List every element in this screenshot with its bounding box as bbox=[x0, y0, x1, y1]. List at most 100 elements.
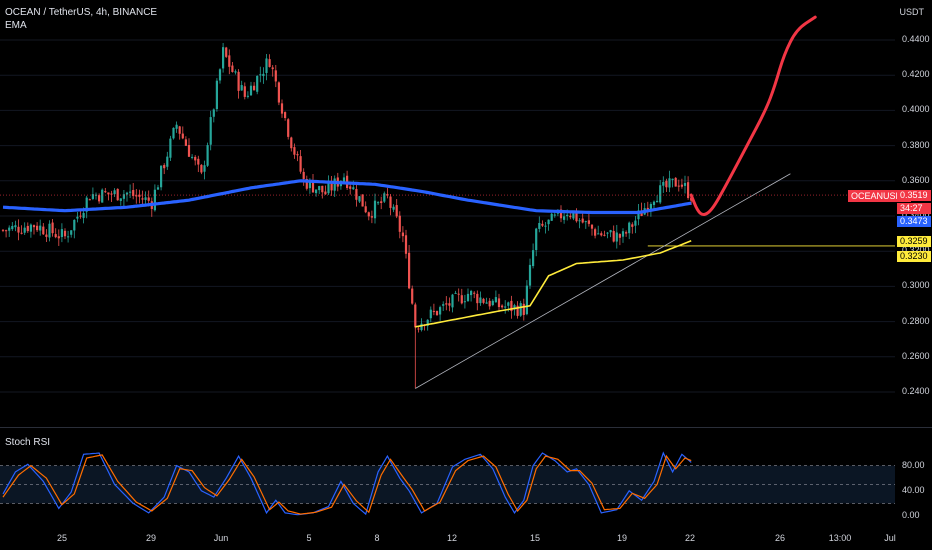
candle-body bbox=[181, 133, 184, 139]
candle-body bbox=[249, 85, 253, 96]
candle-body bbox=[501, 305, 504, 308]
candle-body bbox=[581, 218, 584, 223]
candle-body bbox=[612, 230, 615, 242]
candle-body bbox=[82, 212, 85, 218]
ema-indicator-label[interactable]: EMA bbox=[5, 20, 27, 31]
candle-body bbox=[26, 225, 29, 232]
candle-body bbox=[54, 234, 57, 238]
candle-body bbox=[355, 188, 358, 200]
candle-body bbox=[578, 220, 581, 222]
candle-body bbox=[361, 194, 364, 207]
candle-body bbox=[194, 156, 197, 161]
candle-body bbox=[175, 124, 178, 129]
price-tick-label: 0.2600 bbox=[902, 350, 930, 361]
candle-body bbox=[417, 328, 420, 330]
candle-body bbox=[200, 164, 203, 173]
candle-body bbox=[429, 309, 432, 319]
candle-body bbox=[367, 212, 370, 217]
time-tick-label: 22 bbox=[684, 533, 696, 543]
candle-body bbox=[482, 298, 485, 303]
candle-body bbox=[203, 165, 206, 172]
candle-body bbox=[488, 300, 491, 307]
candle-body bbox=[116, 188, 119, 201]
candles bbox=[1, 42, 693, 389]
time-tick-label: Jun bbox=[213, 533, 229, 543]
candle-body bbox=[690, 197, 693, 201]
candle-body bbox=[507, 302, 510, 306]
candle-body bbox=[79, 215, 82, 217]
candle-body bbox=[625, 232, 628, 234]
candle-body bbox=[420, 323, 423, 331]
candle-body bbox=[129, 191, 132, 193]
candle-body bbox=[160, 165, 163, 188]
candle-body bbox=[85, 197, 88, 212]
stoch-rsi-label[interactable]: Stoch RSI bbox=[5, 437, 51, 448]
candle-body bbox=[63, 230, 67, 237]
candle-body bbox=[135, 195, 138, 197]
candle-body bbox=[342, 177, 346, 183]
candle-body bbox=[528, 264, 532, 286]
candle-body bbox=[234, 71, 237, 73]
candle-body bbox=[401, 232, 404, 237]
candle-body bbox=[268, 59, 271, 67]
candle-body bbox=[42, 226, 45, 235]
candle-body bbox=[491, 300, 494, 306]
symbol-price-tag: OCEANUSDT bbox=[848, 190, 911, 202]
candle-body bbox=[122, 194, 125, 199]
candle-body bbox=[535, 228, 538, 251]
stoch-tick-label: 0.00 bbox=[902, 510, 920, 520]
candle-body bbox=[541, 223, 544, 226]
candle-body bbox=[153, 189, 156, 211]
candle-body bbox=[237, 71, 240, 91]
candle-body bbox=[215, 80, 218, 110]
stoch-k-line bbox=[2, 451, 692, 516]
candle-body bbox=[594, 229, 597, 236]
candle-body bbox=[398, 215, 401, 232]
candle-body bbox=[665, 180, 668, 188]
candle-body bbox=[618, 234, 621, 238]
candle-body bbox=[311, 180, 315, 193]
candle-body bbox=[656, 200, 659, 203]
trend-line bbox=[415, 173, 791, 389]
candle-body bbox=[321, 185, 324, 193]
candle-body bbox=[473, 292, 476, 294]
candle-body bbox=[36, 225, 39, 231]
time-tick-label: 13:00 bbox=[828, 533, 852, 543]
candle-body bbox=[572, 213, 575, 219]
candle-body bbox=[637, 210, 640, 220]
price-tick-label: 0.4400 bbox=[902, 34, 930, 44]
price-tick-label: 0.2400 bbox=[902, 386, 930, 396]
candle-body bbox=[370, 216, 373, 218]
grid bbox=[0, 39, 895, 393]
candle-body bbox=[191, 156, 194, 158]
candle-body bbox=[110, 193, 113, 195]
candle-body bbox=[8, 227, 11, 231]
candle-body bbox=[364, 206, 367, 213]
candle-body bbox=[426, 319, 429, 326]
candle-body bbox=[600, 233, 603, 236]
chart-title: OCEAN / TetherUS, 4h, BINANCE bbox=[5, 7, 158, 18]
candle-body bbox=[380, 201, 383, 204]
time-tick-label: 12 bbox=[446, 533, 458, 543]
candle-body bbox=[280, 103, 284, 114]
candle-body bbox=[308, 179, 311, 189]
candle-body bbox=[476, 293, 479, 304]
candle-body bbox=[5, 230, 8, 232]
candle-body bbox=[677, 185, 680, 187]
candle-body bbox=[532, 250, 535, 267]
candle-body bbox=[305, 178, 308, 189]
candle-body bbox=[212, 109, 215, 117]
candle-body bbox=[457, 293, 460, 295]
candle-body bbox=[634, 220, 637, 226]
candle-body bbox=[631, 224, 634, 227]
candle-body bbox=[513, 305, 516, 310]
candle-body bbox=[101, 189, 104, 203]
candle-body bbox=[590, 224, 594, 229]
candle-body bbox=[615, 232, 618, 242]
candle-body bbox=[389, 196, 392, 208]
candle-body bbox=[318, 186, 321, 191]
candle-body bbox=[448, 303, 451, 306]
support-level-tag: 0.3230 bbox=[897, 251, 931, 262]
candle-body bbox=[587, 220, 590, 224]
